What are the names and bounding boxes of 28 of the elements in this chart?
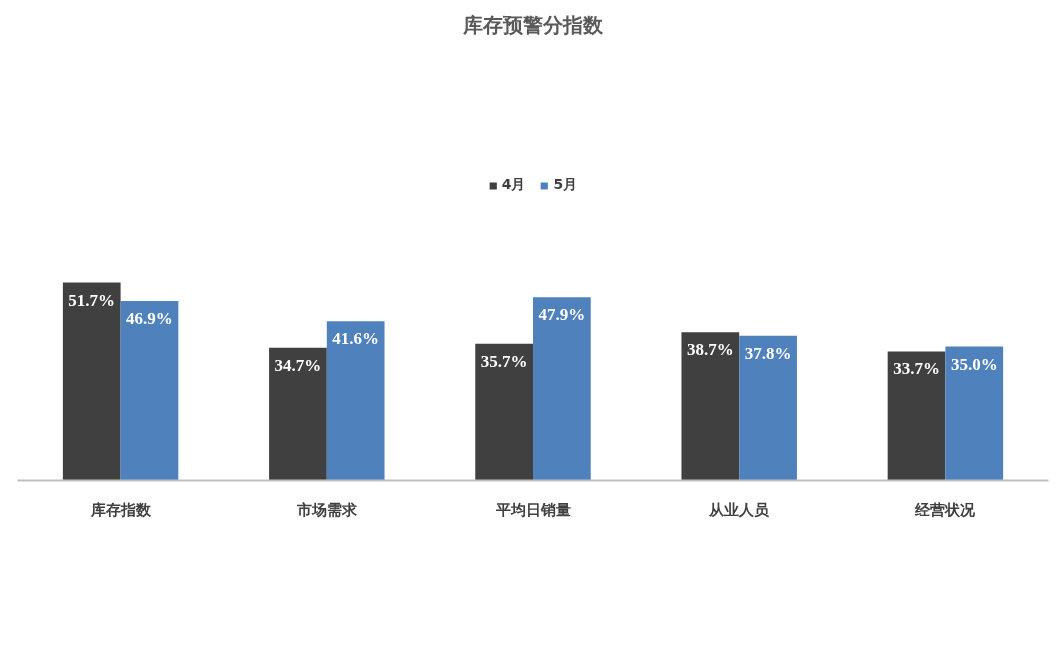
data-label: 46.9%	[126, 308, 173, 328]
x-tick-label: 库存指数	[89, 500, 152, 519]
data-label: 37.8%	[744, 343, 792, 363]
data-label: 35.0%	[950, 354, 998, 374]
bar	[269, 347, 327, 481]
data-label: 33.7%	[893, 359, 940, 379]
data-label: 47.9%	[538, 305, 586, 325]
data-label: 34.7%	[274, 355, 322, 375]
data-label: 41.6%	[332, 329, 380, 349]
legend-label: 4月	[501, 176, 526, 194]
bar	[887, 351, 946, 481]
data-label: 38.7%	[686, 340, 734, 360]
bar	[533, 297, 591, 481]
bar	[945, 346, 1004, 481]
bar	[326, 321, 385, 481]
x-tick-label: 平均日销量	[494, 500, 571, 519]
bar	[62, 282, 121, 481]
bar	[475, 343, 533, 481]
bar	[120, 300, 179, 481]
x-tick-label: 从业人员	[708, 500, 771, 519]
chart-title: 库存预警分指数	[462, 12, 604, 37]
data-label: 35.7%	[480, 351, 528, 371]
legend-label: 5月	[553, 176, 578, 194]
bar	[739, 335, 797, 481]
x-tick-label: 市场需求	[295, 500, 358, 519]
data-label: 51.7%	[68, 290, 116, 310]
x-tick-label: 经营状况	[914, 500, 977, 519]
bar	[681, 332, 740, 481]
